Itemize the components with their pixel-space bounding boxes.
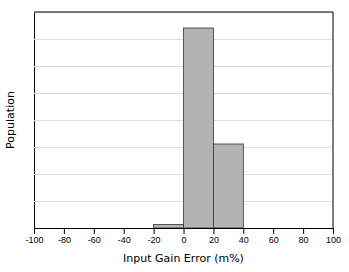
x-tick-mark — [303, 228, 304, 234]
x-tick-label: 0 — [181, 235, 186, 245]
x-tick-label: 100 — [326, 235, 341, 245]
plot: -100 -80 -60 -40 -20 0 20 40 60 80 100 — [25, 12, 341, 245]
y-tick — [34, 12, 333, 13]
x-tick-label: 80 — [299, 235, 309, 245]
x-tick: 40 — [239, 228, 249, 245]
chart: -100 -80 -60 -40 -20 0 20 40 60 80 100 Input Gain E… — [0, 0, 349, 272]
x-tick-label: 40 — [239, 235, 249, 245]
x-tick-mark — [213, 228, 214, 234]
x-tick: 20 — [209, 228, 219, 245]
x-tick-mark — [243, 228, 244, 234]
grid-line — [34, 12, 333, 13]
x-tick-label: -80 — [58, 235, 71, 245]
x-tick-label: -60 — [88, 235, 101, 245]
x-tick-label: 20 — [209, 235, 219, 245]
x-tick-mark — [184, 228, 185, 234]
x-tick: 80 — [299, 228, 309, 245]
x-tick-mark — [94, 228, 95, 234]
x-tick: -60 — [88, 228, 101, 245]
bar — [184, 28, 214, 228]
x-tick: -80 — [58, 228, 71, 245]
x-tick: 60 — [269, 228, 279, 245]
frame-right — [333, 12, 334, 228]
x-axis: -100 -80 -60 -40 -20 0 20 40 60 80 100 — [25, 228, 341, 245]
x-tick-mark — [154, 228, 155, 234]
y-axis-label: Population — [4, 91, 17, 149]
x-tick-label: -100 — [25, 235, 43, 245]
x-axis-label: Input Gain Error (m%) — [123, 252, 244, 265]
x-tick-mark — [64, 228, 65, 234]
x-tick: -100 — [25, 228, 43, 245]
x-tick-label: -40 — [118, 235, 131, 245]
frame-top — [34, 12, 333, 13]
x-tick: -40 — [118, 228, 131, 245]
bars — [154, 28, 244, 228]
y-axis — [34, 13, 333, 229]
x-tick-mark — [273, 228, 274, 234]
bar — [213, 144, 243, 228]
x-tick: 100 — [326, 228, 341, 245]
x-tick-mark — [124, 228, 125, 234]
x-tick-label: -20 — [148, 235, 161, 245]
x-tick: 0 — [181, 228, 186, 245]
x-tick: -20 — [148, 228, 161, 245]
x-tick-label: 60 — [269, 235, 279, 245]
bar — [154, 224, 184, 228]
x-tick-mark — [34, 228, 35, 234]
x-tick-mark — [333, 228, 334, 234]
